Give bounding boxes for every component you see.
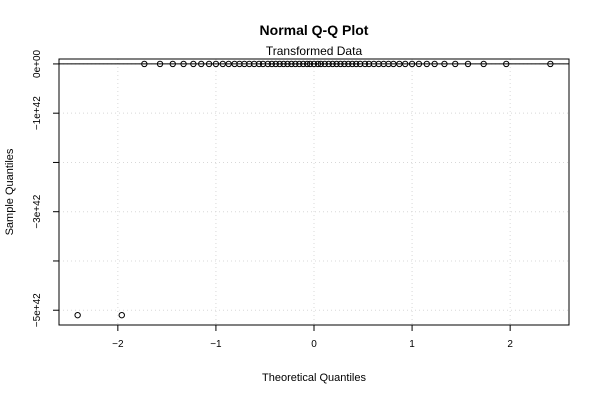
- data-points: [74, 60, 554, 319]
- data-point-39: [341, 60, 348, 68]
- data-point-1: [118, 311, 125, 319]
- data-point-37: [333, 60, 340, 68]
- data-point-22: [276, 60, 283, 68]
- x-tick-label-1: −1: [210, 339, 222, 350]
- x-tick-label-2: 0: [311, 339, 317, 350]
- data-point-36: [329, 60, 336, 68]
- data-point-27: [296, 60, 303, 68]
- x-axis: −2 −1 0 1 2: [112, 325, 513, 350]
- y-axis-label: Sample Quantiles: [4, 148, 16, 235]
- data-point-2: [141, 60, 148, 68]
- data-point-42: [352, 60, 360, 68]
- x-axis-label: Theoretical Quantiles: [262, 372, 366, 384]
- data-point-23: [280, 60, 287, 68]
- data-point-52: [402, 60, 409, 68]
- data-point-9: [212, 60, 220, 68]
- chart-title: Normal Q-Q Plot: [260, 22, 369, 38]
- data-point-28: [300, 60, 307, 68]
- data-point-3: [156, 60, 164, 68]
- data-point-17: [255, 60, 263, 68]
- x-tick-label-0: −2: [112, 339, 124, 350]
- y-tick-label-3: −3e+42: [32, 194, 43, 228]
- chart-subtitle: Transformed Data: [266, 44, 363, 58]
- data-point-34: [321, 60, 328, 68]
- data-point-21: [272, 60, 279, 68]
- data-point-60: [480, 60, 487, 68]
- data-point-6: [190, 60, 197, 68]
- y-axis: 0e+00 −1e+42 −3e+42 −5e+42: [32, 49, 59, 327]
- data-point-8: [205, 60, 213, 68]
- data-point-30: [306, 60, 314, 68]
- data-point-7: [198, 60, 205, 68]
- data-point-0: [74, 311, 81, 319]
- x-tick-label-4: 2: [507, 339, 513, 350]
- data-point-53: [408, 60, 416, 68]
- data-point-25: [288, 60, 295, 68]
- grid-lines: [59, 59, 569, 325]
- data-point-62: [547, 60, 554, 68]
- data-point-40: [345, 60, 352, 68]
- data-point-54: [415, 60, 423, 68]
- data-point-32: [314, 60, 322, 68]
- data-point-33: [317, 60, 325, 68]
- data-point-61: [503, 60, 510, 68]
- data-point-56: [431, 60, 438, 68]
- data-point-4: [169, 60, 176, 68]
- x-tick-label-3: 1: [409, 339, 415, 350]
- data-point-19: [264, 60, 272, 68]
- data-point-59: [464, 60, 472, 68]
- data-point-26: [292, 60, 299, 68]
- data-point-35: [325, 60, 332, 68]
- data-point-57: [441, 60, 448, 68]
- data-point-5: [180, 60, 187, 68]
- y-tick-label-0: 0e+00: [32, 49, 43, 78]
- y-tick-label-1: −1e+42: [32, 96, 43, 130]
- data-point-55: [423, 60, 430, 68]
- data-point-20: [268, 60, 276, 68]
- y-tick-label-5: −5e+42: [32, 293, 43, 327]
- data-point-24: [284, 60, 291, 68]
- data-point-31: [310, 60, 318, 68]
- data-point-29: [303, 60, 311, 68]
- data-point-38: [337, 60, 344, 68]
- data-point-44: [361, 60, 369, 68]
- plot-frame: [58, 58, 570, 326]
- data-point-41: [349, 60, 356, 68]
- data-point-58: [452, 60, 459, 68]
